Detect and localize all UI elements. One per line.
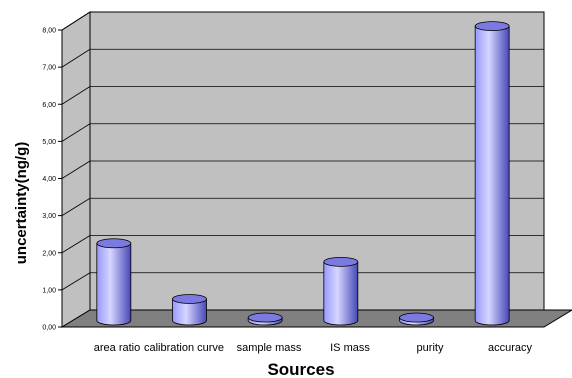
y-tick-label: 3,00 — [42, 213, 56, 220]
y-tick-label: 8,00 — [42, 28, 56, 35]
bar-top — [399, 312, 434, 323]
bar-purity — [399, 312, 434, 326]
gridline-side — [61, 86, 91, 105]
y-tick-label: 6,00 — [42, 102, 56, 109]
y-tick-label: 1,00 — [42, 287, 56, 294]
bars — [96, 21, 510, 326]
gridline-side — [61, 235, 91, 254]
bar-IS-mass — [323, 256, 359, 326]
y-tick-label: 0,00 — [42, 325, 56, 332]
x-axis-title: Sources — [267, 360, 334, 378]
x-tick-label: calibration curve — [144, 342, 224, 354]
bar-top — [96, 238, 132, 249]
y-tick-label: 7,00 — [42, 65, 56, 72]
bar-top — [474, 21, 510, 31]
x-tick-label: sample mass — [237, 342, 302, 354]
x-axis-labels: area ratio calibration curve sample mass IS… — [94, 342, 533, 354]
gridlines — [61, 11, 544, 291]
gridline-side — [61, 197, 91, 216]
x-tick-label: IS mass — [330, 342, 370, 354]
bar-top — [172, 294, 207, 304]
bar-body — [474, 25, 510, 326]
bar-area-ratio — [96, 238, 132, 326]
bar-calibration-curve — [172, 294, 207, 326]
y-axis-ticks: 0,00 1,00 2,00 3,00 4,00 5,00 6,00 7,00 8,00 — [42, 28, 62, 332]
bar-sample-mass — [247, 312, 283, 326]
bar-top — [323, 256, 359, 267]
y-tick-label: 5,00 — [42, 139, 56, 146]
bar-body — [96, 242, 132, 326]
y-axis-title: uncertainty(ng/g) — [13, 142, 30, 265]
bar-body — [323, 261, 359, 326]
bar-body — [172, 298, 207, 326]
x-tick-label: accuracy — [488, 342, 533, 354]
gridline-side — [61, 123, 91, 142]
gridline-side — [61, 160, 91, 179]
bar-accuracy — [474, 21, 510, 326]
x-tick-label: area ratio — [94, 342, 140, 354]
gridline-side — [61, 272, 91, 291]
bar-top — [247, 312, 283, 323]
y-tick-label: 2,00 — [42, 250, 56, 257]
gridline-side — [61, 48, 91, 68]
y-tick-label: 4,00 — [42, 176, 56, 183]
gridline-side — [61, 11, 91, 31]
x-tick-label: purity — [417, 342, 444, 354]
